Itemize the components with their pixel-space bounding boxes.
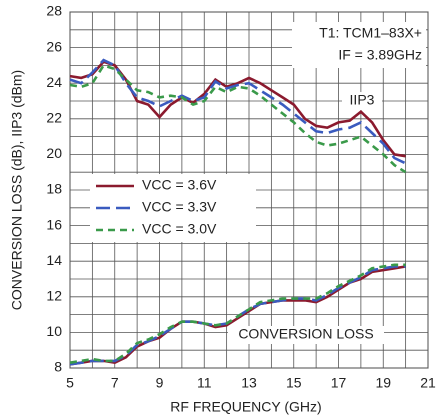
y-tick-label: 22 [46,110,62,126]
x-tick-label: 19 [375,375,391,391]
x-tick-label: 15 [286,375,302,391]
x-tick-label: 13 [241,375,257,391]
y-tick-label: 28 [46,3,62,19]
x-tick-label: 11 [197,375,212,391]
line [69,263,406,364]
y-tick-label: 26 [46,38,62,54]
y-tick-label: 20 [46,145,62,161]
annotation-box [292,22,426,68]
x-axis-label: RF FREQUENCY (GHz) [170,399,321,415]
y-tick-label: 8 [54,359,62,375]
y-tick-label: 14 [46,252,62,268]
y-tick-label: 10 [46,323,62,339]
legend-label: VCC = 3.6V [142,177,217,193]
legend-label: VCC = 3.0V [142,221,217,237]
x-tick-label: 5 [66,375,74,391]
line [69,58,407,165]
x-tick-label: 7 [111,375,119,391]
annotation-bg [228,326,384,344]
y-tick-label: 12 [46,288,62,304]
y-axis-label: CONVERSION LOSS (dB), IIP3 (dBm) [9,70,25,310]
annotation: CONVERSION LOSS [238,326,373,342]
x-tick-label: 17 [331,375,347,391]
x-tick-label: 21 [420,375,436,391]
annotation: IF = 3.89GHz [338,47,422,63]
line [69,60,406,158]
annotation: IIP3 [350,92,375,108]
y-tick-label: 16 [46,216,62,232]
x-tick-label: 9 [156,375,164,391]
y-tick-label: 24 [46,74,62,90]
annotation-bg [342,92,382,110]
y-tick-label: 18 [46,181,62,197]
legend-label: VCC = 3.3V [142,199,217,215]
annotation: T1: TCM1–83X+ [319,25,422,41]
